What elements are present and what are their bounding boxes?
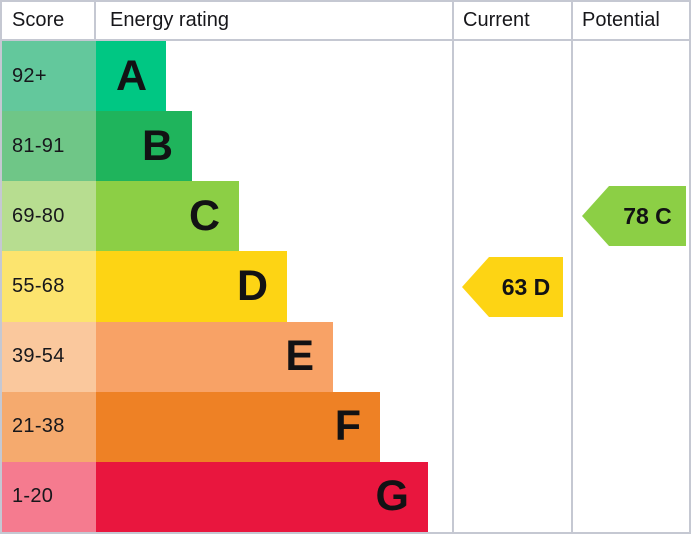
band-letter: G bbox=[375, 472, 409, 521]
potential-rating-label: 78 C bbox=[623, 202, 672, 229]
band-bar: C bbox=[96, 181, 239, 252]
potential-column-header: Potential bbox=[582, 9, 660, 31]
band-row: 92+ A bbox=[2, 41, 689, 112]
band-row: 1-20 G bbox=[2, 461, 689, 532]
band-bar: B bbox=[96, 111, 192, 182]
band-rows: 92+ A 81-91 B 69-80 C 55-68 D 39-54 bbox=[2, 41, 689, 532]
band-score-range: 92+ bbox=[2, 41, 96, 112]
band-letter: D bbox=[236, 261, 268, 310]
band-row: 81-91 B bbox=[2, 111, 689, 182]
band-bar: F bbox=[96, 391, 380, 462]
current-column-divider bbox=[452, 2, 454, 532]
band-row: 39-54 E bbox=[2, 321, 689, 392]
band-row: 69-80 C bbox=[2, 181, 689, 252]
energy-rating-column-header: Energy rating bbox=[110, 9, 229, 31]
band-score-range: 39-54 bbox=[2, 321, 96, 392]
band-score-range: 81-91 bbox=[2, 111, 96, 182]
band-letter: A bbox=[115, 51, 147, 100]
band-letter: C bbox=[188, 191, 220, 240]
band-score-range: 69-80 bbox=[2, 181, 96, 252]
potential-column-divider bbox=[571, 2, 573, 532]
chart-header: Score Energy rating Current Potential bbox=[2, 2, 689, 41]
current-rating-label: 63 D bbox=[501, 273, 551, 300]
band-bar: A bbox=[96, 41, 166, 112]
band-score-range: 55-68 bbox=[2, 251, 96, 322]
band-score-range: 1-20 bbox=[2, 461, 96, 532]
band-letter: E bbox=[285, 332, 314, 381]
band-letter: B bbox=[141, 121, 173, 170]
band-bar: G bbox=[96, 461, 428, 532]
band-row: 55-68 D bbox=[2, 251, 689, 322]
band-bar: E bbox=[96, 321, 333, 392]
current-rating-arrow: 63 D bbox=[462, 257, 563, 317]
band-row: 21-38 F bbox=[2, 391, 689, 462]
band-bar: D bbox=[96, 251, 287, 322]
current-column-header: Current bbox=[463, 9, 530, 31]
score-column-header: Score bbox=[2, 2, 96, 39]
band-score-range: 21-38 bbox=[2, 391, 96, 462]
band-letter: F bbox=[334, 402, 361, 451]
